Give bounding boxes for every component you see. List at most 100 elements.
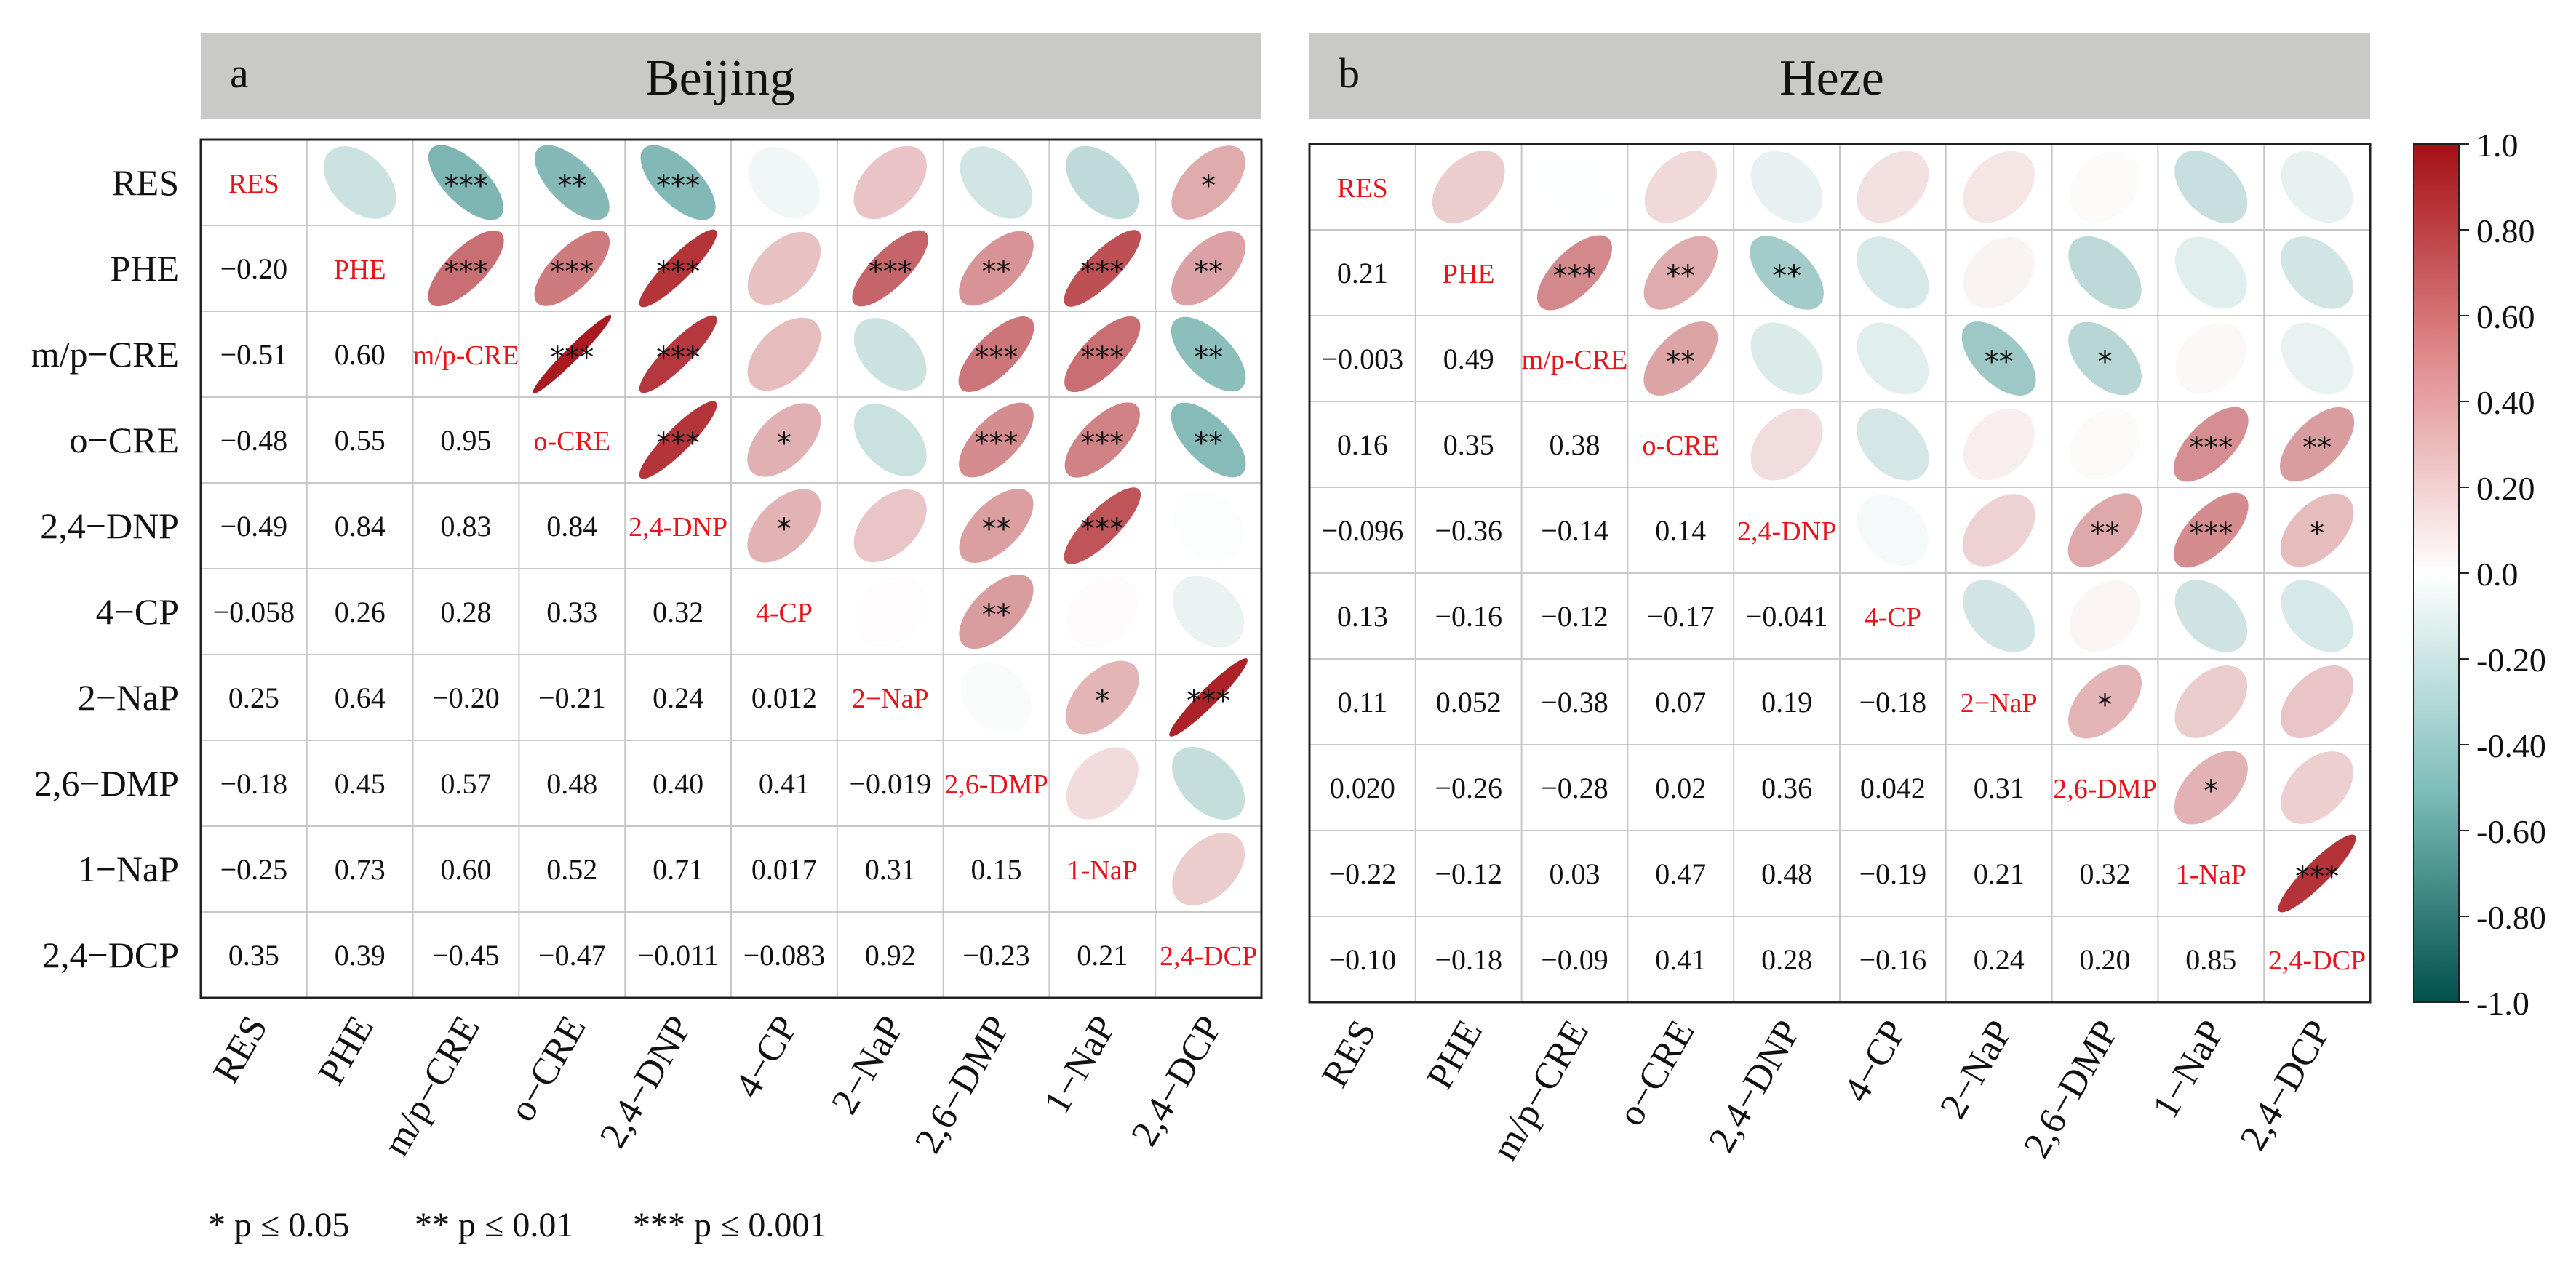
correlation-value: −0.51 [220,338,288,371]
correlation-value: 0.55 [335,424,386,457]
correlation-ellipse [2067,493,2142,567]
correlation-value: 0.95 [441,424,492,457]
significance-stars: *** [550,255,594,289]
correlation-value: 0.11 [1338,686,1388,719]
diagonal-label: 4-CP [756,598,813,628]
panel-a-matrix: RES *** ** *** *−0.20 PHE *** *** *** *** ** *** **−… [199,138,1263,999]
diagonal-label: 4-CP [1865,602,1921,633]
diagonal-label: o-CRE [534,426,611,457]
correlation-value: 0.60 [335,338,386,371]
correlation-value: 0.35 [228,939,279,972]
correlation-value: 0.48 [1761,857,1812,890]
column-label: 2,4−DNP [592,1009,701,1155]
correlation-ellipse [1962,580,2035,652]
correlation-ellipse [960,662,1032,733]
correlation-value: 0.40 [653,767,703,800]
significance-stars: ** [2302,431,2332,465]
significance-stars: * [2098,345,2113,379]
significance-stars: ** [2091,517,2120,551]
correlation-value: −0.16 [1435,600,1502,633]
column-label: o−CRE [501,1009,594,1129]
correlation-ellipse [2280,407,2355,482]
correlation-ellipse [534,145,610,220]
correlation-ellipse [2174,751,2248,825]
correlation-value: 0.33 [546,596,597,628]
correlation-ellipse [1066,747,1139,820]
diagonal-label: m/p-CRE [413,340,519,371]
column-label: 2,4−DCP [1123,1009,1230,1153]
row-label: 2−NaP [78,677,179,718]
column-label: PHE [311,1009,382,1092]
correlation-ellipse [1171,145,1245,220]
correlation-ellipse [1643,236,1718,310]
correlation-value: 0.31 [1974,772,2025,804]
correlation-ellipse [1173,490,1244,561]
correlation-value: −0.25 [220,853,288,886]
correlation-ellipse [2278,834,2356,913]
correlation-value: 0.19 [1761,686,1812,719]
correlation-value: 0.21 [1077,939,1128,972]
correlation-value: 0.39 [335,939,386,972]
diagonal-label: 2,4-DCP [2268,945,2366,976]
diagonal-label: RES [228,169,279,199]
correlation-ellipse [1857,151,1929,223]
significance-stars: *** [656,169,700,203]
correlation-ellipse [1961,321,2036,396]
correlation-value: 0.41 [1655,943,1706,976]
correlation-ellipse [534,231,610,306]
correlation-value: 0.13 [1337,600,1388,633]
correlation-ellipse [639,229,717,308]
correlation-value: −0.22 [1329,857,1397,890]
correlation-value: 0.15 [971,853,1022,886]
correlation-ellipse [853,489,927,563]
correlation-ellipse [2068,665,2142,739]
correlation-value: 0.012 [751,681,817,714]
correlation-value: 0.38 [1550,428,1600,461]
significance-stars: ** [1666,345,1695,379]
correlation-value: −0.096 [1322,514,1404,547]
correlation-ellipse [747,231,821,305]
correlation-ellipse [2175,323,2247,394]
diagonal-label: 2,6-DMP [944,769,1048,800]
correlation-ellipse [1536,235,1613,311]
correlation-value: −0.23 [962,939,1030,972]
significance-stars: *** [1553,260,1597,293]
correlation-ellipse [747,489,821,563]
correlation-value: 0.52 [546,853,597,886]
significance-stars: ** [982,599,1011,632]
correlation-value: 0.71 [653,853,703,886]
correlation-value: 0.57 [441,767,492,800]
correlation-ellipse [1171,316,1246,392]
correlation-ellipse [2069,409,2141,480]
correlation-ellipse [1643,321,1718,396]
correlation-value: 0.25 [228,681,279,714]
correlation-value: −0.19 [1859,857,1927,890]
correlation-ellipse [1750,151,1823,223]
correlation-value: 0.47 [1655,857,1706,890]
correlation-ellipse [959,489,1034,563]
correlation-value: 0.26 [335,596,386,628]
legend-p001: *** p ≤ 0.001 [633,1206,826,1244]
significance-stars: *** [1080,513,1124,546]
significance-stars: *** [656,341,700,375]
correlation-ellipse [2281,236,2353,309]
column-label: 2,6−DMP [907,1009,1018,1161]
correlation-value: 0.32 [2080,857,2131,890]
correlation-ellipse [1064,402,1140,478]
diagonal-label: RES [1337,173,1388,204]
correlation-ellipse [533,314,612,394]
correlation-value: −0.45 [432,939,500,972]
column-label: 2−NaP [824,1009,912,1121]
diagonal-label: 2−NaP [1961,688,2038,719]
correlation-ellipse [853,318,927,391]
correlation-value: 0.84 [546,510,597,543]
significance-stars: ** [557,169,586,203]
correlation-ellipse [1432,151,1505,223]
correlation-value: 0.21 [1974,857,2025,890]
correlation-value: −0.14 [1541,514,1608,547]
colorbar-tick-label: 0.60 [2476,298,2535,335]
correlation-value: −0.47 [538,939,606,972]
significance-stars: ** [1194,427,1223,460]
correlation-ellipse [1066,576,1139,647]
colorbar-tick-label: -0.40 [2476,727,2546,764]
